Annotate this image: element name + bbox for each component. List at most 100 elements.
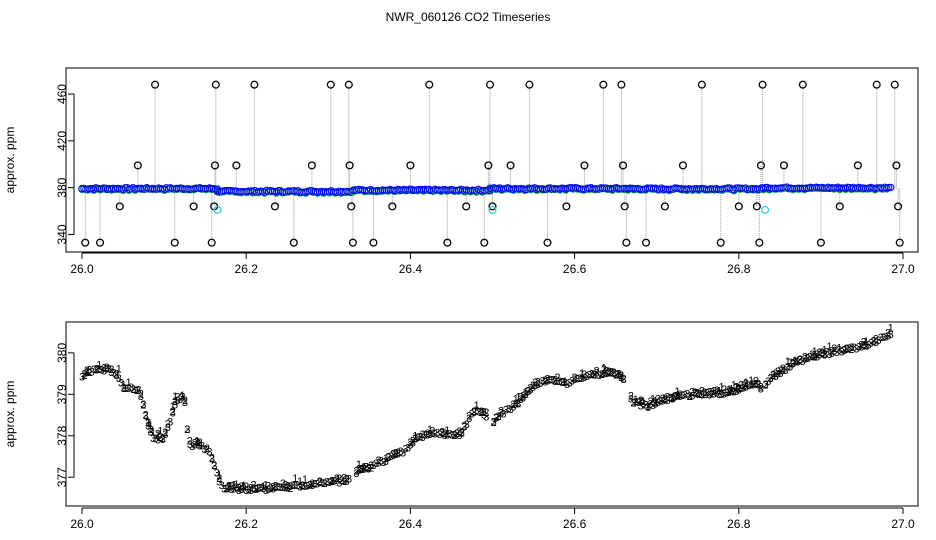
bottom-series-3-point: 3 [880,332,886,344]
bottom-series-3-point: 3 [140,399,146,411]
bottom-series-3-point: 3 [522,389,528,401]
bottom-series-3-point: 3 [883,332,889,344]
top-x-tick-label: 26.0 [70,262,94,276]
bottom-series-1-point: 1 [297,476,303,488]
bottom-series-3-point: 3 [785,362,791,374]
bottom-series-2-point: 2 [454,428,460,440]
bottom-series-2-point: 2 [733,381,739,393]
bottom-series-2-point: 2 [353,466,359,478]
bottom-series-2-point: 2 [224,483,230,495]
bottom-series-2-point: 2 [844,343,850,355]
bottom-series-3-point: 3 [160,434,166,446]
bottom-series-1-point: 1 [792,355,798,367]
bottom-series-1-point: 1 [157,426,163,438]
bottom-series-2-point: 2 [459,427,465,439]
bottom-series-3-point: 3 [554,376,560,388]
bottom-series-3-point: 3 [628,394,634,406]
bottom-series-2-point: 2 [339,475,345,487]
bottom-series-3-point: 3 [398,446,404,458]
bottom-series-3-point: 3 [498,408,504,420]
bottom-series-3-point: 3 [275,482,281,494]
bottom-series-2-point: 2 [753,376,759,388]
bottom-series-3-point: 3 [606,366,612,378]
bottom-series-3-point: 3 [672,392,678,404]
bottom-series-3-point: 3 [670,393,676,405]
bottom-series-2-point: 2 [618,371,624,383]
bottom-series-2-point: 2 [103,362,109,374]
bottom-series-3-point: 3 [527,384,533,396]
bottom-series-1-point: 1 [231,479,237,491]
bottom-series-3-point: 3 [500,408,506,420]
bottom-series-3-point: 3 [481,409,487,421]
bottom-series-3-point: 3 [106,364,112,376]
top-panel: 26.0 26.2 26.4 26.6 26.8 27.0 340 380 420 460 ap… [3,67,919,276]
bottom-series-3-point: 3 [704,387,710,399]
bottom-series-2-point: 2 [204,443,210,455]
bottom-series-1-point: 1 [719,381,725,393]
bottom-series-2-point: 2 [768,372,774,384]
bottom-series-1-point: 1 [226,482,232,494]
bottom-series-3-point: 3 [829,348,835,360]
top-flagged-point [151,80,160,89]
bottom-series-3-point: 3 [841,345,847,357]
top-flagged-point [484,161,493,170]
bottom-series-3-point: 3 [542,376,548,388]
bottom-series-3-point: 3 [547,374,553,386]
top-flagged-point [462,202,471,211]
bottom-series-3-point: 3 [741,383,747,395]
bottom-series-3-point: 3 [189,441,195,453]
bottom-series-2-point: 2 [226,480,232,492]
top-data-point [368,187,377,195]
bottom-series-2-point: 2 [821,348,827,360]
top-y-tick-label: 460 [55,84,69,104]
bottom-series-2-point: 2 [471,406,477,418]
bottom-series-3-point: 3 [280,482,286,494]
bottom-series-1-point: 1 [121,379,127,391]
bottom-series-1-point: 1 [522,386,528,398]
bottom-series-3-point: 3 [437,429,443,441]
bottom-series-2-point: 2 [265,481,271,493]
bottom-series-3-point: 3 [469,408,475,420]
bottom-series-2-point: 2 [750,378,756,390]
bottom-series-2-point: 2 [175,392,181,404]
top-plot-frame [65,67,919,253]
top-flagged-point [406,161,415,170]
bottom-series-2-point: 2 [581,369,587,381]
bottom-series-3-point: 3 [81,369,87,381]
bottom-series-2-point: 2 [545,373,551,385]
bottom-y-tick-label: 378 [55,425,69,445]
bottom-series-2-point: 2 [439,427,445,439]
bottom-series-2-point: 2 [706,386,712,398]
bottom-series-2-point: 2 [772,368,778,380]
bottom-series-2-point: 2 [209,453,215,465]
bottom-series-3-point: 3 [885,330,891,342]
bottom-series-2-point: 2 [694,387,700,399]
bottom-series-1-point: 1 [125,377,131,389]
top-flagged-point [344,80,353,89]
bottom-series-2-point: 2 [155,429,161,441]
top-flagged-point [250,80,259,89]
bottom-series-3-point: 3 [209,454,215,466]
bottom-series-3-point: 3 [356,465,362,477]
bottom-series-2-point: 2 [101,363,107,375]
bottom-series-3-point: 3 [591,369,597,381]
bottom-series-2-point: 2 [366,463,372,475]
bottom-series-2-point: 2 [442,428,448,440]
top-flagged-point [170,238,179,247]
bottom-series-2-point: 2 [412,433,418,445]
bottom-series-3-point: 3 [858,342,864,354]
bottom-series-3-point: 3 [763,379,769,391]
bottom-series-3-point: 3 [216,477,222,489]
bottom-series-3-point: 3 [184,424,190,436]
top-flagged-point [660,202,669,211]
bottom-series-3-point: 3 [667,393,673,405]
bottom-x-tick-label: 26.6 [563,517,587,531]
bottom-series-2-point: 2 [804,353,810,365]
bottom-series-3-point: 3 [513,398,519,410]
bottom-series-2-point: 2 [172,396,178,408]
bottom-series-1-point: 1 [179,390,185,402]
bottom-series-2-point: 2 [368,462,374,474]
bottom-x-tick-label: 27.0 [891,517,915,531]
bottom-series-3-point: 3 [466,413,472,425]
